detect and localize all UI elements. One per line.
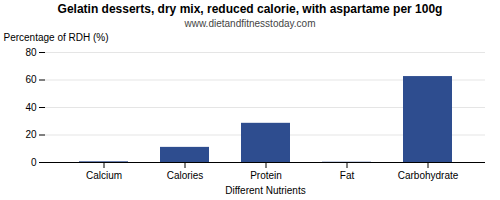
svg-text:Carbohydrate: Carbohydrate xyxy=(398,170,459,181)
svg-text:Calcium: Calcium xyxy=(86,170,122,181)
svg-text:Percentage of RDH (%): Percentage of RDH (%) xyxy=(4,32,109,43)
svg-text:80: 80 xyxy=(25,47,37,58)
svg-text:Different Nutrients: Different Nutrients xyxy=(225,185,305,196)
svg-text:Calories: Calories xyxy=(167,170,204,181)
svg-text:Protein: Protein xyxy=(250,170,282,181)
svg-text:20: 20 xyxy=(25,129,37,140)
svg-text:60: 60 xyxy=(25,74,37,85)
svg-text:0: 0 xyxy=(31,157,37,168)
html-text:www.dietandfitnesstoday.com: www.dietandfitnesstoday.com xyxy=(184,18,316,29)
svg-text:40: 40 xyxy=(25,102,37,113)
html-text:Gelatin desserts, dry mix, red: Gelatin desserts, dry mix, reduced calor… xyxy=(57,2,443,16)
svg-text:Fat: Fat xyxy=(340,170,355,181)
